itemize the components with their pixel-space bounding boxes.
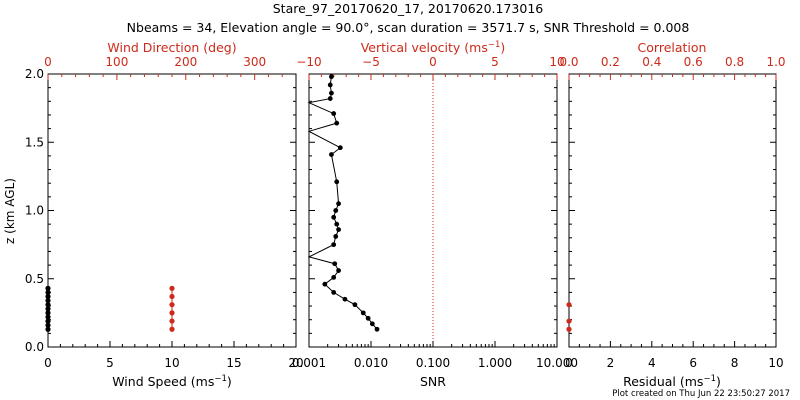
snr-point — [327, 96, 333, 101]
correlation-axis-label: Correlation — [638, 40, 707, 55]
correlation-tick-label: 0.0 — [559, 55, 578, 69]
snr-point — [374, 326, 380, 332]
vertical-velocity-axis-label: Vertical velocity (ms−1) — [361, 40, 506, 55]
vertical-velocity-tick-label: 10 — [549, 55, 564, 69]
snr-tick-label: 1.000 — [478, 356, 512, 370]
figure-subtitle: Nbeams = 34, Elevation angle = 90.0°, sc… — [127, 20, 690, 35]
snr-point — [333, 208, 339, 213]
snr-point — [327, 82, 333, 88]
correlation-panel: Correlation Residual (ms−1) 0 2 4 6 8 10 0.0 0.… — [559, 40, 785, 389]
wind-direction-tick-label: 0 — [44, 55, 52, 69]
z-axis-label: z (km AGL) — [3, 178, 17, 244]
snr-point — [329, 90, 334, 96]
residual-tick-label: 4 — [648, 356, 656, 370]
snr-tick-label: 0.100 — [416, 356, 450, 370]
snr-point — [331, 274, 337, 280]
wind-speed-tick-label: 5 — [106, 356, 114, 370]
snr-point — [331, 242, 337, 248]
wind-point — [45, 285, 51, 291]
plot-created-footer: Plot created on Thu Jun 22 23:50:27 2017 — [612, 389, 790, 399]
snr-tick-label: 0.010 — [354, 356, 388, 370]
vertical-velocity-tick-label: −10 — [296, 55, 321, 69]
snr-point — [342, 296, 348, 302]
wind-panel: z (km AGL) Wind Direction (deg) Wind Spe… — [3, 40, 304, 389]
wind-direction-tick-label: 200 — [174, 55, 197, 69]
snr-axis-label: SNR — [420, 374, 446, 389]
snr-point — [334, 221, 340, 227]
correlation-tick-label: 1.0 — [766, 55, 785, 69]
wind-speed-tick-label: 10 — [164, 356, 179, 370]
correlation-tick-label: 0.2 — [601, 55, 620, 69]
wind-point — [45, 297, 51, 304]
snr-point — [331, 290, 337, 295]
z-tick-label: 1.0 — [25, 204, 44, 218]
vertical-velocity-tick-label: 0 — [429, 55, 437, 69]
snr-point — [329, 152, 334, 157]
wind-speed-tick-label: 20 — [288, 356, 303, 370]
snr-point — [331, 111, 337, 116]
wind-direction-axis-label: Wind Direction (deg) — [107, 40, 236, 55]
residual-tick-label: 8 — [731, 356, 739, 370]
wind-speed-tick-label: 0 — [44, 356, 52, 370]
wind-point — [45, 306, 51, 312]
wind-speed-tick-label: 15 — [226, 356, 241, 370]
snr-point — [365, 315, 371, 321]
correlation-tick-label: 0.8 — [725, 55, 744, 69]
residual-tick-label: 2 — [607, 356, 615, 370]
wind-speed-axis-label: Wind Speed (ms−1) — [112, 374, 232, 389]
wind-direction-tick-label: 100 — [105, 55, 128, 69]
wind-point — [45, 326, 51, 332]
wind-point — [45, 302, 51, 308]
wind-point — [45, 289, 51, 295]
snr-point — [337, 145, 343, 151]
snr-tick-label: 10.000 — [536, 356, 578, 370]
correlation-point — [566, 326, 572, 332]
residual-tick-label: 6 — [689, 356, 697, 370]
snr-point — [336, 268, 341, 273]
snr-panel: Vertical velocity (ms−1) SNR 0.001 0.010 0… — [292, 40, 578, 389]
z-tick-label: 2.0 — [25, 67, 44, 81]
snr-point — [329, 74, 334, 80]
snr-point — [369, 321, 375, 327]
vertical-velocity-tick-label: 5 — [491, 55, 499, 69]
vertical-velocity-tick-label: −5 — [362, 55, 380, 69]
residual-tick-label: 0 — [565, 356, 573, 370]
correlation-tick-label: 0.6 — [684, 55, 703, 69]
snr-point — [334, 120, 340, 126]
snr-point — [332, 261, 338, 267]
snr-point — [322, 281, 328, 287]
snr-point — [336, 227, 341, 233]
z-tick-label: 0.0 — [25, 340, 44, 354]
snr-point — [331, 214, 337, 220]
snr-point — [352, 302, 358, 308]
correlation-plot-frame — [568, 73, 777, 348]
figure-title: Stare_97_20170620_17, 20170620.173016 — [273, 1, 544, 16]
snr-point — [334, 179, 340, 185]
z-tick-label: 1.5 — [25, 135, 44, 149]
wind-point — [45, 310, 51, 316]
wind-direction-tick-label: 300 — [243, 55, 266, 69]
wind-point — [45, 293, 51, 300]
snr-tick-label: 0.001 — [292, 356, 326, 370]
snr-plot-frame — [308, 73, 558, 348]
correlation-tick-label: 0.4 — [642, 55, 661, 69]
z-tick-label: 0.5 — [25, 272, 44, 286]
correlation-point — [566, 302, 572, 308]
wind-point — [45, 322, 51, 328]
wind-point — [45, 314, 51, 320]
wind-point — [45, 318, 51, 324]
snr-point — [333, 234, 339, 239]
snr-line — [307, 76, 378, 330]
residual-tick-label: 10 — [768, 356, 783, 370]
snr-point — [360, 310, 366, 316]
snr-point — [336, 201, 341, 207]
residual-axis-label: Residual (ms−1) — [623, 374, 721, 389]
correlation-point — [566, 318, 572, 324]
